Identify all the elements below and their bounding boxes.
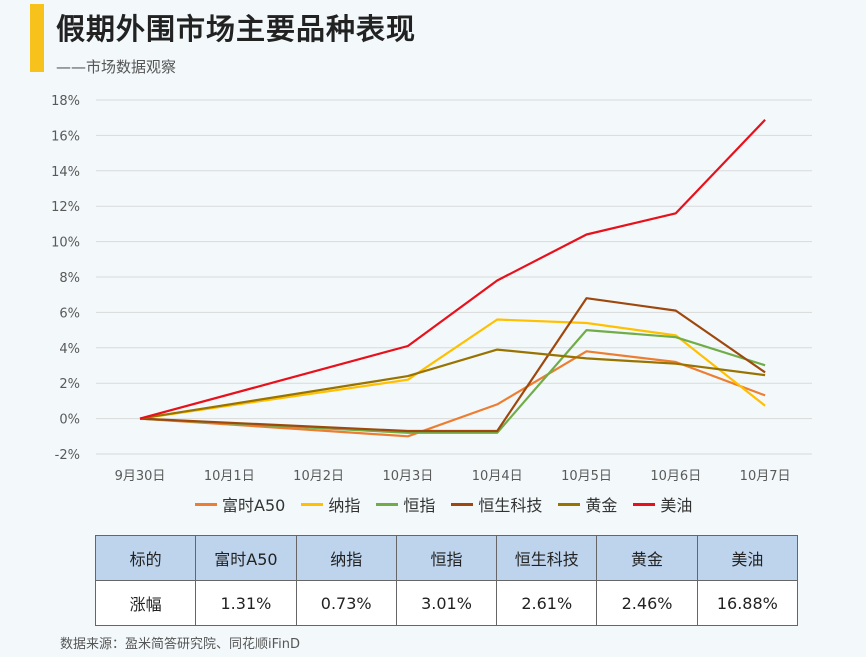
x-tick-label: 10月5日 [561, 469, 612, 484]
y-tick-label: 8% [59, 271, 80, 286]
legend-label: 纳指 [328, 496, 361, 515]
y-tick-label: 4% [59, 342, 80, 357]
table-row: 涨幅 1.31% 0.73% 3.01% 2.61% 2.46% 16.88% [94, 580, 799, 626]
series-line [139, 348, 766, 420]
legend-label: 恒生科技 [478, 496, 543, 515]
legend-swatch [195, 502, 217, 506]
performance-table: 标的 富时A50 纳指 恒指 恒生科技 黄金 美油 涨幅 1.31% 0.73%… [94, 535, 799, 626]
series-line [139, 350, 766, 438]
data-source-note: 数据来源：盈米简答研究院、同花顺iFinD [60, 637, 301, 652]
table-cell: 1.31% [195, 580, 297, 626]
legend-item: 黄金 [558, 492, 617, 516]
legend-swatch [633, 502, 656, 506]
y-tick-label: 14% [51, 165, 80, 180]
chart-legend: 富时A50 纳指 恒指 恒生科技 黄金 美油 [195, 493, 692, 515]
table-header-row: 标的 富时A50 纳指 恒指 恒生科技 黄金 美油 [94, 535, 799, 581]
table-cell: 0.73% [295, 580, 397, 626]
table-cell: 3.01% [395, 580, 498, 626]
table-header-cell: 纳指 [295, 535, 397, 581]
table-header-cell: 美油 [696, 535, 799, 581]
legend-swatch [376, 502, 399, 506]
line-chart: 18% 16% 14% 12% 10% 8% 6% 4% 2% 0% -2% 9月30日 10月1日 10… [51, 94, 812, 484]
series-line [139, 119, 766, 420]
table-header-cell: 恒指 [395, 535, 498, 581]
x-tick-label: 10月2日 [293, 469, 344, 484]
legend-label: 富时A50 [222, 496, 286, 515]
legend-swatch [558, 502, 581, 506]
y-tick-label: 18% [51, 94, 80, 109]
y-tick-label: 10% [51, 236, 80, 251]
series-line [139, 318, 766, 420]
x-tick-label: 10月6日 [650, 469, 701, 484]
legend-label: 恒指 [403, 496, 436, 515]
series-line [139, 329, 766, 434]
title-accent-bar [30, 4, 44, 72]
y-tick-label: 16% [51, 129, 80, 144]
x-tick-label: 10月1日 [204, 469, 255, 484]
y-tick-label: 0% [59, 413, 80, 428]
table-header-cell: 黄金 [596, 535, 698, 581]
legend-swatch [301, 502, 324, 506]
y-tick-label: 2% [59, 377, 80, 392]
x-tick-label: 10月7日 [740, 469, 791, 484]
table-header-cell: 恒生科技 [496, 535, 598, 581]
x-tick-label: 10月3日 [382, 469, 433, 484]
y-tick-label: -2% [55, 448, 80, 463]
x-tick-label: 10月4日 [472, 469, 523, 484]
x-tick-label: 9月30日 [115, 469, 166, 484]
legend-item: 纳指 [301, 492, 360, 516]
legend-item: 恒生科技 [451, 492, 542, 516]
legend-label: 黄金 [585, 496, 618, 515]
legend-item: 美油 [633, 492, 692, 516]
legend-item: 富时A50 [195, 492, 285, 516]
table-header-label: 标的 [94, 535, 197, 581]
y-tick-label: 6% [59, 306, 80, 321]
y-tick-label: 12% [51, 200, 80, 215]
table-cell: 2.61% [496, 580, 598, 626]
legend-item: 恒指 [376, 492, 435, 516]
table-cell: 2.46% [596, 580, 698, 626]
page-title: 假期外围市场主要品种表现 [56, 12, 417, 46]
table-row-label: 涨幅 [94, 580, 197, 626]
table-cell: 16.88% [696, 580, 799, 626]
table-header-cell: 富时A50 [195, 535, 297, 581]
legend-label: 美油 [660, 496, 693, 515]
series-line [139, 297, 766, 433]
legend-swatch [451, 502, 474, 506]
page-subtitle: ——市场数据观察 [56, 58, 177, 76]
